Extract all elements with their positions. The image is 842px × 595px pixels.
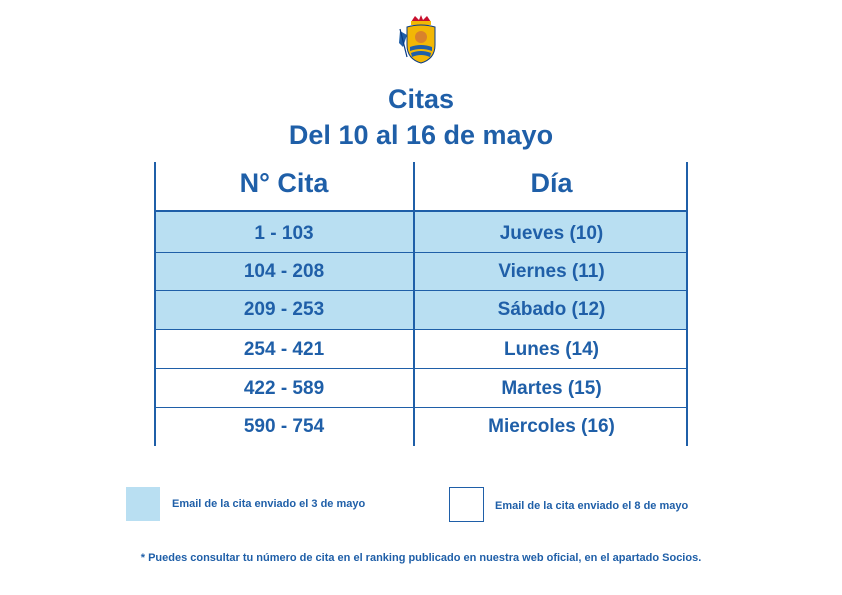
cell-dia: Lunes (14) xyxy=(503,339,600,360)
legend-label-blue: Email de la cita enviado el 3 de mayo xyxy=(172,498,366,510)
cell-cita: 422 - 589 xyxy=(243,378,325,399)
table-row: 254 - 421 Lunes (14) xyxy=(154,330,688,369)
table-row: 1 - 103 Jueves (10) xyxy=(154,212,688,253)
page-title: Citas xyxy=(387,84,455,114)
appointments-table: N° Cita Día 1 - 103 Jueves (10) 104 - 20… xyxy=(154,162,688,446)
cell-dia: Viernes (11) xyxy=(498,261,605,282)
cell-dia: Miercoles (16) xyxy=(488,416,615,437)
cell-dia: Jueves (10) xyxy=(499,223,604,244)
table-row: 104 - 208 Viernes (11) xyxy=(154,253,688,291)
footnote: * Puedes consultar tu número de cita en … xyxy=(140,552,702,564)
legend-swatch-white xyxy=(449,487,484,522)
header-dia: Día xyxy=(530,168,573,198)
cell-cita: 209 - 253 xyxy=(243,299,325,320)
club-crest-icon xyxy=(399,15,436,64)
table-header: N° Cita Día xyxy=(154,162,688,212)
table-border-right xyxy=(686,162,688,446)
cell-cita: 254 - 421 xyxy=(243,339,325,360)
cell-cita: 104 - 208 xyxy=(243,261,325,282)
legend-swatch-blue xyxy=(126,487,160,521)
table-row: 422 - 589 Martes (15) xyxy=(154,369,688,408)
cell-dia: Martes (15) xyxy=(501,378,602,399)
cell-dia: Sábado (12) xyxy=(497,299,606,320)
table-divider xyxy=(413,162,415,446)
header-cita: N° Cita xyxy=(239,168,329,198)
legend-label-white: Email de la cita enviado el 8 de mayo xyxy=(495,500,689,512)
page-subtitle: Del 10 al 16 de mayo xyxy=(288,120,554,150)
table-row: 209 - 253 Sábado (12) xyxy=(154,291,688,330)
table-row: 590 - 754 Miercoles (16) xyxy=(154,408,688,446)
table-border-left xyxy=(154,162,156,446)
cell-cita: 1 - 103 xyxy=(254,223,314,244)
cell-cita: 590 - 754 xyxy=(243,416,325,437)
